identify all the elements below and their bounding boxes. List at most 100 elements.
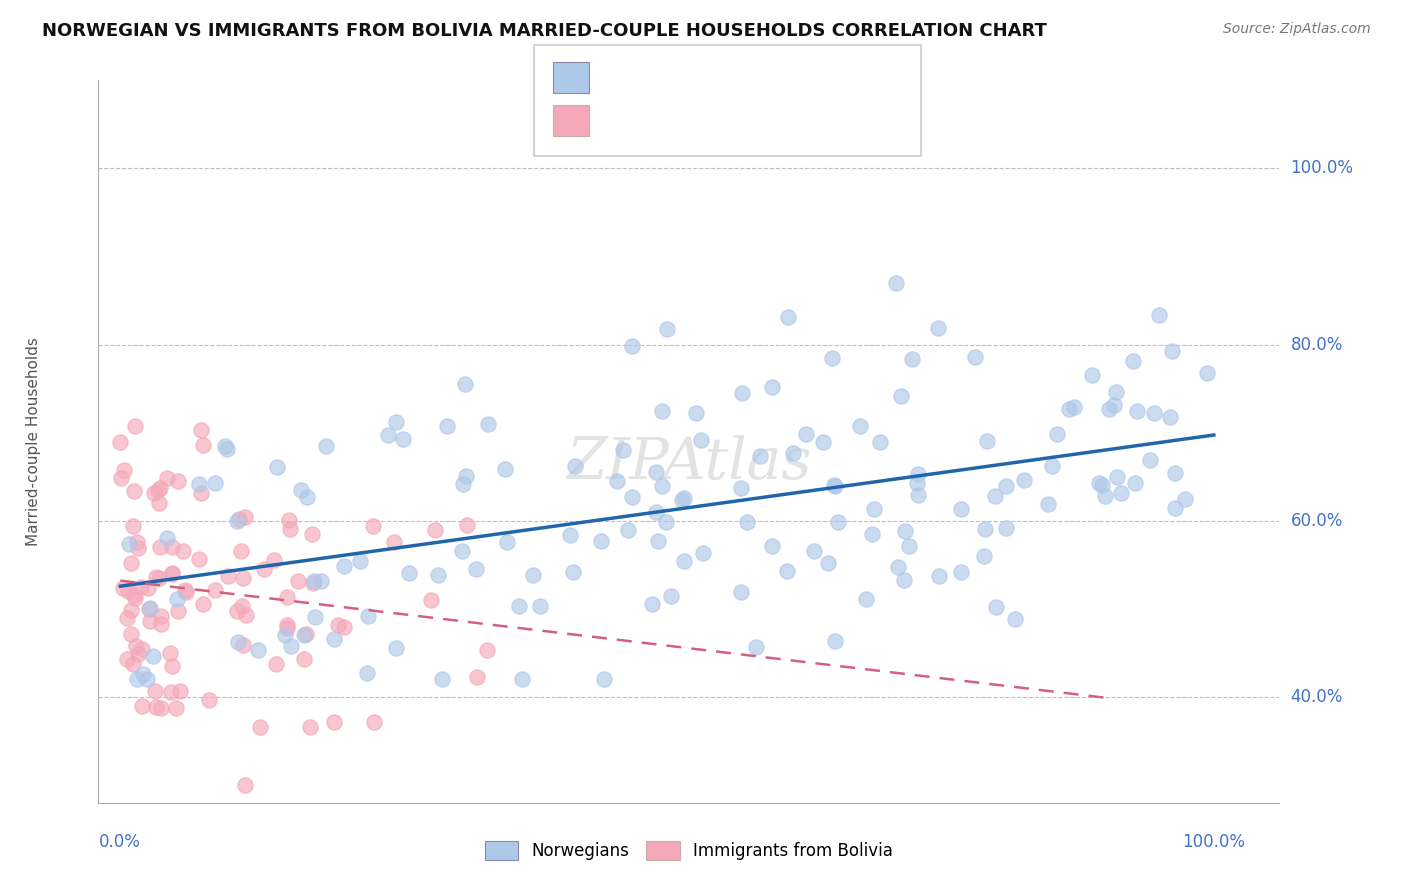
- Text: 95: 95: [770, 111, 804, 130]
- Point: [287, 574, 309, 589]
- Point: [131, 642, 153, 657]
- Point: [1147, 308, 1170, 322]
- Point: [1046, 427, 1069, 442]
- Point: [349, 554, 371, 568]
- Point: [280, 639, 302, 653]
- Point: [122, 588, 145, 602]
- Point: [475, 642, 498, 657]
- Point: [138, 602, 160, 616]
- Point: [617, 524, 640, 538]
- Point: [644, 505, 666, 519]
- Point: [1164, 500, 1187, 515]
- Point: [654, 515, 676, 529]
- Text: 40.0%: 40.0%: [1291, 688, 1343, 706]
- Point: [146, 483, 169, 498]
- Point: [263, 553, 285, 567]
- Point: [496, 535, 519, 549]
- Point: [1091, 478, 1114, 492]
- Point: [333, 620, 356, 634]
- Point: [730, 481, 752, 495]
- Point: [190, 423, 212, 437]
- Point: [142, 649, 165, 664]
- Point: [647, 534, 669, 549]
- Point: [117, 611, 139, 625]
- Point: [928, 569, 950, 583]
- Point: [907, 467, 929, 482]
- Point: [730, 584, 752, 599]
- Point: [166, 591, 188, 606]
- Point: [894, 524, 917, 539]
- Point: [377, 428, 399, 442]
- Text: R =: R =: [598, 112, 637, 129]
- Point: [292, 628, 315, 642]
- Point: [290, 483, 312, 497]
- Point: [1088, 476, 1111, 491]
- Point: [1097, 401, 1119, 416]
- Point: [692, 546, 714, 560]
- Point: [162, 566, 184, 581]
- Point: [150, 609, 173, 624]
- Point: [225, 514, 247, 528]
- Point: [149, 481, 172, 495]
- Point: [145, 570, 167, 584]
- Point: [510, 673, 533, 687]
- Point: [1042, 458, 1064, 473]
- Point: [494, 461, 516, 475]
- Point: [299, 720, 322, 734]
- Point: [522, 568, 544, 582]
- Point: [1164, 466, 1187, 480]
- Point: [907, 488, 929, 502]
- Point: [465, 670, 488, 684]
- Point: [187, 552, 209, 566]
- Point: [173, 583, 195, 598]
- Point: [1126, 404, 1149, 418]
- Point: [156, 470, 179, 484]
- Point: [451, 477, 474, 491]
- Point: [150, 617, 173, 632]
- Point: [122, 483, 145, 498]
- Point: [1063, 401, 1085, 415]
- Point: [949, 502, 972, 516]
- Point: [794, 427, 817, 442]
- Point: [231, 599, 253, 614]
- Point: [392, 432, 415, 446]
- Point: [1159, 409, 1181, 424]
- Point: [640, 597, 662, 611]
- Point: [110, 434, 132, 449]
- Point: [235, 607, 257, 622]
- Point: [117, 583, 139, 598]
- Point: [1197, 366, 1219, 380]
- Point: [226, 604, 249, 618]
- Point: [1081, 368, 1104, 383]
- Point: [558, 528, 581, 542]
- Point: [125, 639, 148, 653]
- Point: [1105, 470, 1128, 484]
- Point: [451, 543, 474, 558]
- Point: [1139, 453, 1161, 467]
- Point: [217, 569, 239, 583]
- Point: [863, 502, 886, 516]
- Point: [644, 465, 666, 479]
- Point: [165, 701, 187, 715]
- Point: [145, 700, 167, 714]
- Point: [651, 479, 673, 493]
- Point: [900, 352, 922, 367]
- Point: [149, 540, 172, 554]
- Point: [115, 652, 138, 666]
- Point: [204, 582, 226, 597]
- Point: [277, 513, 299, 527]
- Point: [121, 657, 143, 671]
- Point: [148, 571, 170, 585]
- Point: [136, 581, 159, 595]
- Point: [214, 439, 236, 453]
- Point: [361, 518, 384, 533]
- Point: [328, 617, 350, 632]
- Point: [1038, 497, 1060, 511]
- Point: [125, 673, 148, 687]
- Point: [824, 479, 846, 493]
- Point: [1104, 398, 1126, 412]
- Point: [821, 351, 844, 366]
- Point: [190, 485, 212, 500]
- Point: [420, 592, 443, 607]
- Point: [994, 479, 1017, 493]
